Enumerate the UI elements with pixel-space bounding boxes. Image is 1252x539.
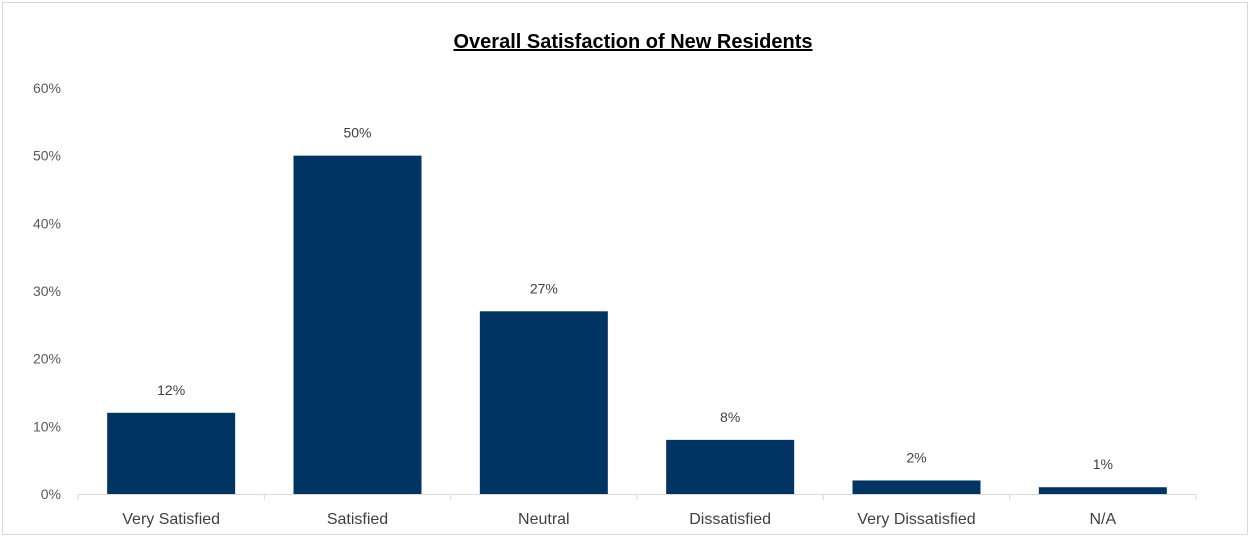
x-category-label: Satisfied <box>327 511 388 528</box>
bars-group <box>107 155 1167 494</box>
x-axis: Very Satisfied Satisfied Neutral Dissatisfi… <box>77 494 1197 528</box>
y-tick-label: 50% <box>33 148 61 164</box>
data-labels-group: 12% 50% 27% 8% 2% 1% <box>157 125 1113 473</box>
y-tick-label: 40% <box>33 215 61 231</box>
x-category-label: Very Satisfied <box>122 511 220 528</box>
data-label: 50% <box>343 125 371 141</box>
chart-title: Overall Satisfaction of New Residents <box>453 31 813 53</box>
x-category-label: Very Dissatisfied <box>857 511 975 528</box>
data-label: 2% <box>906 449 926 465</box>
x-category-label: N/A <box>1089 511 1116 528</box>
x-category-label: Dissatisfied <box>689 511 771 528</box>
y-tick-label: 10% <box>33 418 61 434</box>
x-category-label: Neutral <box>518 511 570 528</box>
data-label: 12% <box>157 382 185 398</box>
y-tick-label: 60% <box>33 80 61 96</box>
bar <box>107 412 236 494</box>
data-label: 1% <box>1093 456 1113 472</box>
y-axis: 0% 10% 20% 30% 40% 50% 60% <box>33 80 61 502</box>
bar <box>479 311 608 494</box>
bar <box>666 439 795 494</box>
y-tick-label: 20% <box>33 351 61 367</box>
bar <box>293 155 422 494</box>
bar <box>1038 487 1167 494</box>
data-label: 27% <box>530 280 558 296</box>
data-label: 8% <box>720 409 740 425</box>
bar <box>852 480 981 494</box>
y-tick-label: 30% <box>33 283 61 299</box>
y-tick-label: 0% <box>41 486 61 502</box>
